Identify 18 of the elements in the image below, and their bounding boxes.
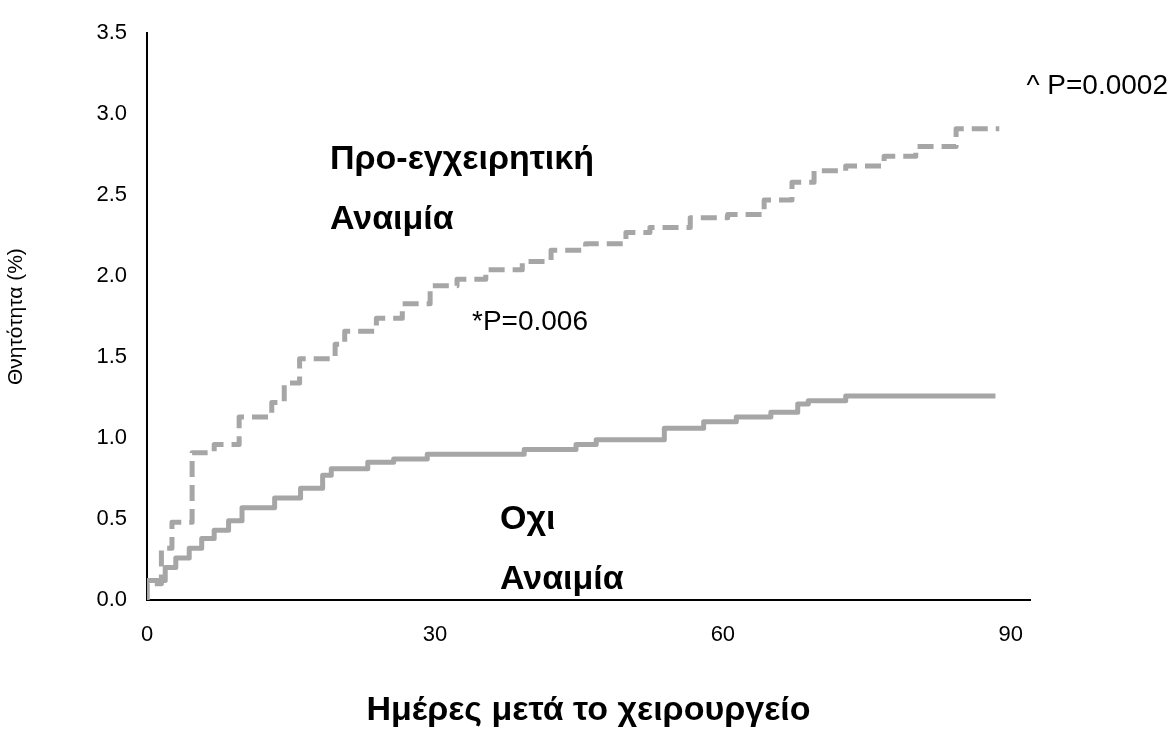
y-tick-label: 3.5 <box>96 19 127 45</box>
series-label: Οχι Αναιμία <box>500 498 624 597</box>
y-tick-label: 3.0 <box>96 100 127 126</box>
y-tick-label: 1.5 <box>96 343 127 369</box>
y-tick-label: 1.0 <box>96 424 127 450</box>
x-tick-label: 30 <box>422 621 448 647</box>
y-tick-label: 0.5 <box>96 505 127 531</box>
annotation: *P=0.006 <box>472 304 588 336</box>
y-tick-label: 0.0 <box>96 586 127 612</box>
series-label: Προ-εγχειρητική Αναιμία <box>330 138 595 237</box>
x-axis-title: Ημέρες μετά το χειρουργείο <box>366 688 811 727</box>
x-tick-label: 0 <box>140 621 154 647</box>
x-tick-label: 90 <box>998 621 1024 647</box>
x-tick-label: 60 <box>710 621 736 647</box>
y-axis-title: Θνητότητα (%) <box>3 248 27 386</box>
y-tick-label: 2.0 <box>96 262 127 288</box>
annotation: ^ P=0.0002 <box>1026 68 1168 100</box>
y-tick-label: 2.5 <box>96 181 127 207</box>
